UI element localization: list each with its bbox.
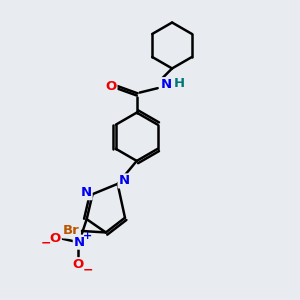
Text: O: O [72, 258, 83, 271]
Text: N: N [80, 186, 92, 199]
Text: −: − [40, 236, 51, 250]
Text: N: N [161, 78, 172, 91]
Text: +: + [83, 231, 92, 241]
Text: H: H [174, 77, 185, 90]
Text: N: N [118, 174, 130, 188]
Text: Br: Br [63, 224, 80, 238]
Text: N: N [74, 236, 85, 249]
Text: O: O [105, 80, 116, 93]
Text: O: O [50, 232, 61, 245]
Text: −: − [83, 263, 93, 276]
